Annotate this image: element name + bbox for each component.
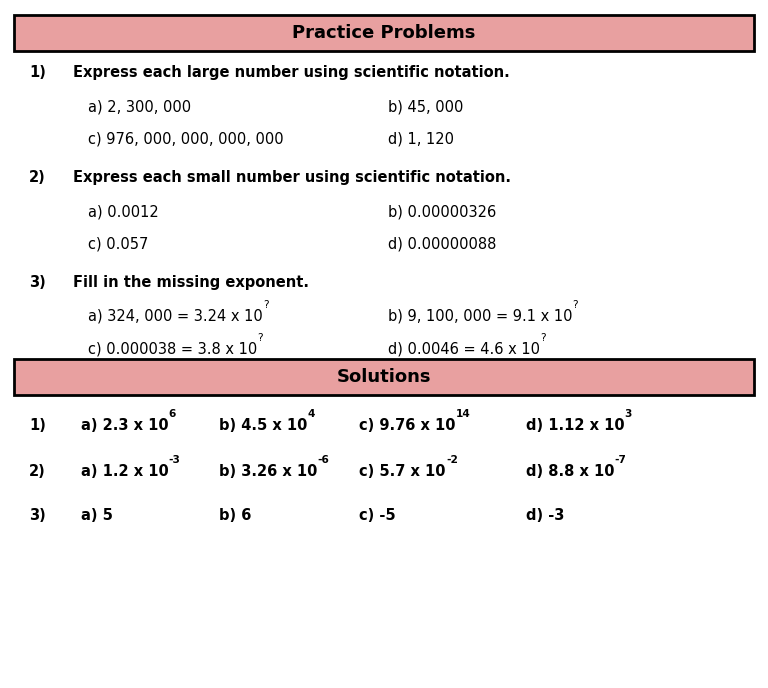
Text: Solutions: Solutions <box>336 368 432 386</box>
Text: a) 5: a) 5 <box>81 508 113 524</box>
Text: 14: 14 <box>456 409 471 419</box>
Text: a) 2, 300, 000: a) 2, 300, 000 <box>88 99 191 114</box>
Text: a) 1.2 x 10: a) 1.2 x 10 <box>81 464 168 479</box>
Text: b) 4.5 x 10: b) 4.5 x 10 <box>219 418 307 433</box>
Text: 2): 2) <box>29 170 46 185</box>
Text: 1): 1) <box>29 418 46 433</box>
Text: d) 1.12 x 10: d) 1.12 x 10 <box>526 418 624 433</box>
FancyBboxPatch shape <box>14 359 754 395</box>
Text: d) 1, 120: d) 1, 120 <box>388 131 454 147</box>
Text: a) 324, 000 = 3.24 x 10: a) 324, 000 = 3.24 x 10 <box>88 309 263 324</box>
Text: 3): 3) <box>29 508 46 524</box>
Text: c) 5.7 x 10: c) 5.7 x 10 <box>359 464 446 479</box>
Text: d) -3: d) -3 <box>526 508 564 524</box>
Text: Fill in the missing exponent.: Fill in the missing exponent. <box>73 275 309 290</box>
Text: -3: -3 <box>168 455 180 465</box>
Text: b) 3.26 x 10: b) 3.26 x 10 <box>219 464 317 479</box>
Text: 6: 6 <box>168 409 176 419</box>
Text: Express each small number using scientific notation.: Express each small number using scientif… <box>73 170 511 185</box>
Text: b) 6: b) 6 <box>219 508 251 524</box>
Text: d) 0.0046 = 4.6 x 10: d) 0.0046 = 4.6 x 10 <box>388 341 540 356</box>
Text: c) 0.000038 = 3.8 x 10: c) 0.000038 = 3.8 x 10 <box>88 341 257 356</box>
Text: d) 0.00000088: d) 0.00000088 <box>388 237 496 252</box>
Text: 4: 4 <box>307 409 315 419</box>
Text: c) -5: c) -5 <box>359 508 396 524</box>
Text: ?: ? <box>540 333 545 343</box>
Text: -2: -2 <box>446 455 458 465</box>
Text: -6: -6 <box>317 455 329 465</box>
Text: c) 0.057: c) 0.057 <box>88 237 149 252</box>
Text: 3): 3) <box>29 275 46 290</box>
Text: ?: ? <box>257 333 263 343</box>
Text: b) 0.00000326: b) 0.00000326 <box>388 204 496 219</box>
Text: a) 2.3 x 10: a) 2.3 x 10 <box>81 418 168 433</box>
Text: c) 9.76 x 10: c) 9.76 x 10 <box>359 418 456 433</box>
Text: c) 976, 000, 000, 000, 000: c) 976, 000, 000, 000, 000 <box>88 131 284 147</box>
Text: Practice Problems: Practice Problems <box>293 24 475 42</box>
Text: -7: -7 <box>614 455 627 465</box>
Text: 2): 2) <box>29 464 46 479</box>
Text: b) 9, 100, 000 = 9.1 x 10: b) 9, 100, 000 = 9.1 x 10 <box>388 309 572 324</box>
Text: b) 45, 000: b) 45, 000 <box>388 99 463 114</box>
Text: ?: ? <box>572 301 578 310</box>
Text: 1): 1) <box>29 65 46 80</box>
Text: d) 8.8 x 10: d) 8.8 x 10 <box>526 464 614 479</box>
Text: Express each large number using scientific notation.: Express each large number using scientif… <box>73 65 510 80</box>
Text: ?: ? <box>263 301 269 310</box>
Text: 3: 3 <box>624 409 632 419</box>
Text: a) 0.0012: a) 0.0012 <box>88 204 159 219</box>
FancyBboxPatch shape <box>14 15 754 51</box>
